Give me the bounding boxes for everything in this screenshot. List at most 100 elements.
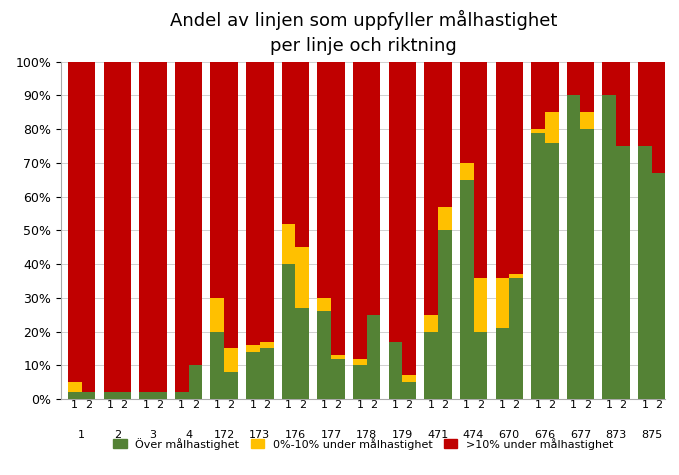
- Bar: [331, 355, 345, 359]
- Text: 172: 172: [214, 429, 235, 439]
- Bar: [246, 345, 260, 352]
- Bar: [295, 247, 309, 308]
- Bar: [68, 392, 81, 399]
- Bar: [473, 62, 488, 277]
- Bar: [424, 315, 438, 332]
- Bar: [403, 62, 416, 375]
- Bar: [403, 382, 416, 399]
- Bar: [139, 62, 153, 392]
- Bar: [139, 392, 153, 399]
- Bar: [616, 62, 630, 146]
- Title: Andel av linjen som uppfyller målhastighet
per linje och riktning: Andel av linjen som uppfyller målhastigh…: [170, 10, 557, 55]
- Bar: [367, 62, 380, 315]
- Bar: [317, 298, 331, 311]
- Bar: [282, 62, 295, 224]
- Text: 471: 471: [427, 429, 449, 439]
- Bar: [509, 277, 523, 399]
- Bar: [353, 359, 367, 365]
- Bar: [353, 62, 367, 359]
- Text: 677: 677: [570, 429, 591, 439]
- Legend: Över målhastighet, 0%-10% under målhastighet, >10% under målhastighet: Över målhastighet, 0%-10% under målhasti…: [109, 433, 618, 454]
- Bar: [460, 62, 473, 163]
- Text: 676: 676: [534, 429, 555, 439]
- Bar: [424, 62, 438, 315]
- Bar: [260, 349, 274, 399]
- Bar: [424, 332, 438, 399]
- Bar: [295, 308, 309, 399]
- Bar: [545, 142, 559, 399]
- Bar: [175, 62, 189, 392]
- Bar: [189, 62, 202, 365]
- Bar: [545, 62, 559, 113]
- Bar: [545, 113, 559, 142]
- Text: 177: 177: [320, 429, 342, 439]
- Bar: [460, 163, 473, 180]
- Bar: [403, 375, 416, 382]
- Bar: [616, 146, 630, 399]
- Text: 670: 670: [498, 429, 519, 439]
- Bar: [567, 95, 581, 399]
- Bar: [260, 342, 274, 349]
- Bar: [531, 133, 545, 399]
- Bar: [68, 382, 81, 392]
- Bar: [638, 146, 652, 399]
- Bar: [153, 62, 166, 392]
- Bar: [224, 62, 238, 349]
- Bar: [388, 62, 403, 342]
- Bar: [246, 62, 260, 345]
- Bar: [581, 129, 594, 399]
- Bar: [567, 62, 581, 95]
- Bar: [473, 332, 488, 399]
- Bar: [438, 62, 452, 207]
- Text: 3: 3: [149, 429, 156, 439]
- Bar: [81, 62, 95, 392]
- Bar: [331, 62, 345, 355]
- Bar: [317, 311, 331, 399]
- Bar: [388, 342, 403, 399]
- Bar: [153, 392, 166, 399]
- Bar: [531, 62, 545, 129]
- Bar: [460, 180, 473, 399]
- Bar: [353, 365, 367, 399]
- Bar: [317, 62, 331, 298]
- Text: 2: 2: [113, 429, 121, 439]
- Bar: [295, 62, 309, 247]
- Bar: [638, 62, 652, 146]
- Bar: [438, 207, 452, 230]
- Bar: [246, 352, 260, 399]
- Bar: [652, 62, 665, 173]
- Bar: [68, 62, 81, 382]
- Bar: [117, 392, 131, 399]
- Bar: [104, 392, 117, 399]
- Bar: [473, 277, 488, 332]
- Bar: [496, 62, 509, 277]
- Bar: [531, 129, 545, 133]
- Bar: [602, 62, 616, 95]
- Bar: [210, 298, 224, 332]
- Bar: [602, 95, 616, 399]
- Bar: [224, 349, 238, 372]
- Bar: [438, 230, 452, 399]
- Bar: [581, 62, 594, 112]
- Text: 474: 474: [463, 429, 484, 439]
- Bar: [282, 224, 295, 264]
- Bar: [581, 112, 594, 129]
- Text: 1: 1: [78, 429, 85, 439]
- Bar: [509, 62, 523, 274]
- Bar: [496, 328, 509, 399]
- Bar: [331, 359, 345, 399]
- Bar: [210, 332, 224, 399]
- Bar: [175, 392, 189, 399]
- Text: 4: 4: [185, 429, 192, 439]
- Bar: [210, 62, 224, 298]
- Bar: [367, 315, 380, 399]
- Text: 873: 873: [606, 429, 627, 439]
- Bar: [282, 264, 295, 399]
- Bar: [104, 62, 117, 392]
- Text: 875: 875: [641, 429, 662, 439]
- Text: 179: 179: [392, 429, 413, 439]
- Bar: [81, 392, 95, 399]
- Bar: [509, 274, 523, 277]
- Bar: [224, 372, 238, 399]
- Bar: [189, 365, 202, 399]
